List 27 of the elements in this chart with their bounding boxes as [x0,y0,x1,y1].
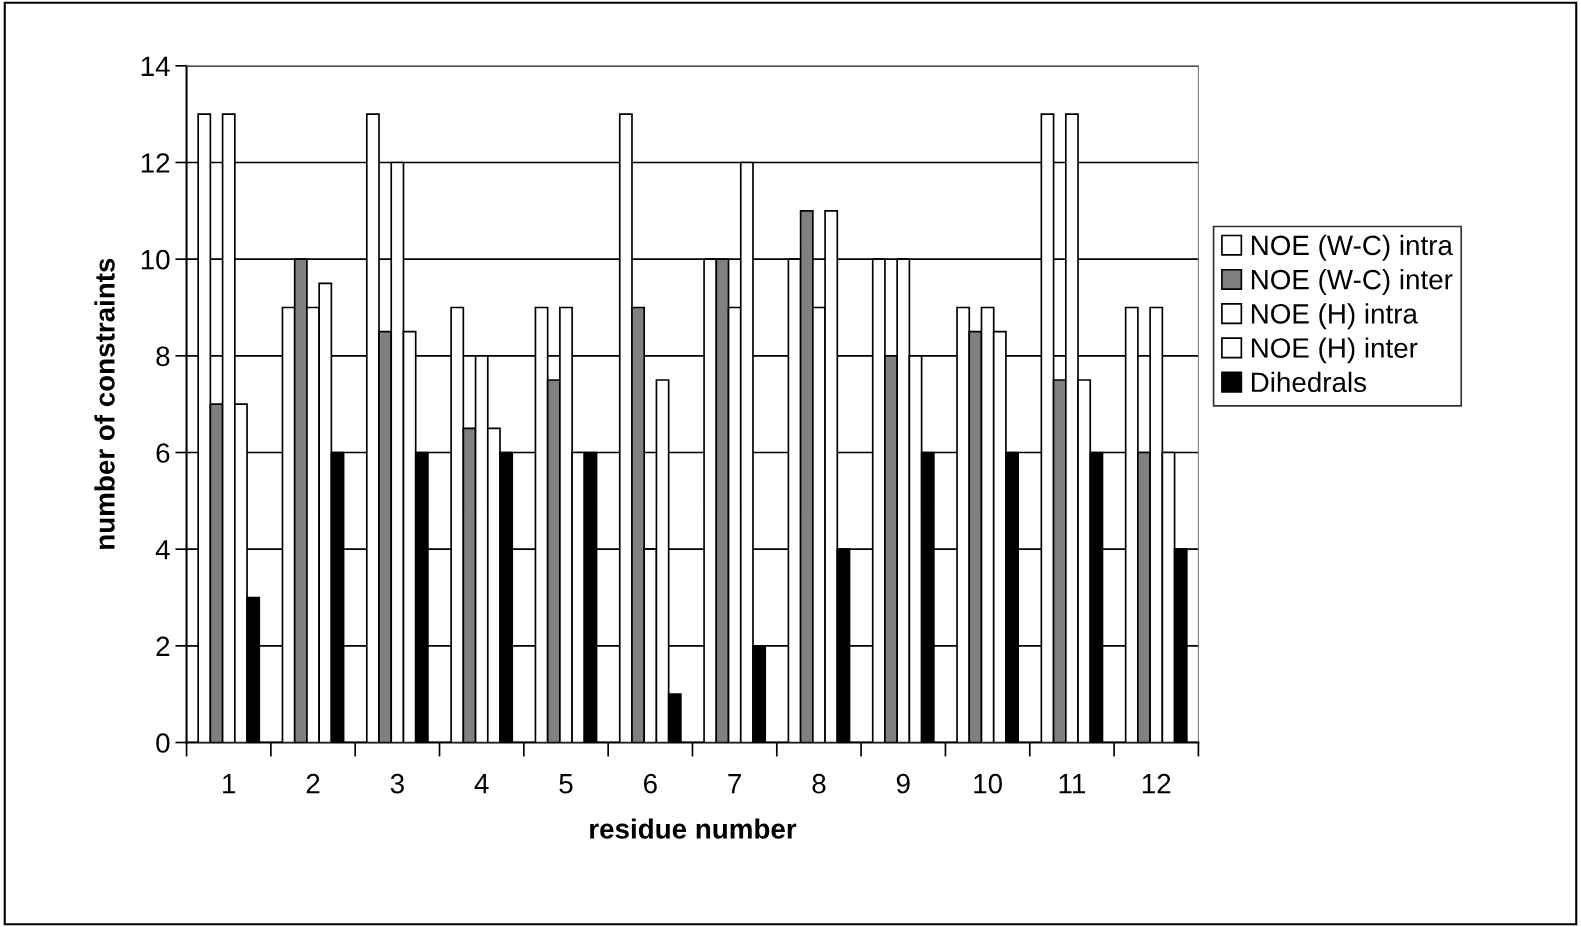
legend-label: NOE (W-C) inter [1251,269,1453,295]
legend-label: NOE (H) inter [1251,337,1418,364]
x-tick-label: 11 [1059,774,1085,794]
legend-label: NOE (H) intra [1251,303,1418,330]
x-tick-label: 12 [1142,773,1171,794]
x-tick-label: 5 [559,774,573,794]
x-tick-label: 7 [728,774,741,794]
x-tick-label: 4 [474,774,489,794]
y-tick-label: 10 [141,249,170,270]
x-tick-label: 2 [306,773,320,794]
x-tick-label: 6 [644,773,657,794]
y-axis-title: number of constraints [94,258,115,549]
x-tick-label: 10 [974,773,1002,794]
x-tick-label: 9 [896,773,910,794]
y-tick-label: 12 [141,153,170,173]
legend-label: NOE (W-C) intra [1251,234,1453,261]
x-tick-label: 1 [223,774,236,794]
y-tick-label: 6 [156,443,170,463]
legend-label: Dihedrals [1251,371,1367,393]
y-tick-label: 14 [141,56,170,76]
x-tick-label: 8 [812,773,826,794]
y-tick-label: 8 [156,346,170,367]
y-tick-label: 2 [156,636,170,656]
x-tick-label: 3 [390,773,404,794]
y-tick-label: 4 [155,540,170,560]
y-tick-label: 0 [156,733,170,753]
x-axis-title: residue number [590,818,797,839]
